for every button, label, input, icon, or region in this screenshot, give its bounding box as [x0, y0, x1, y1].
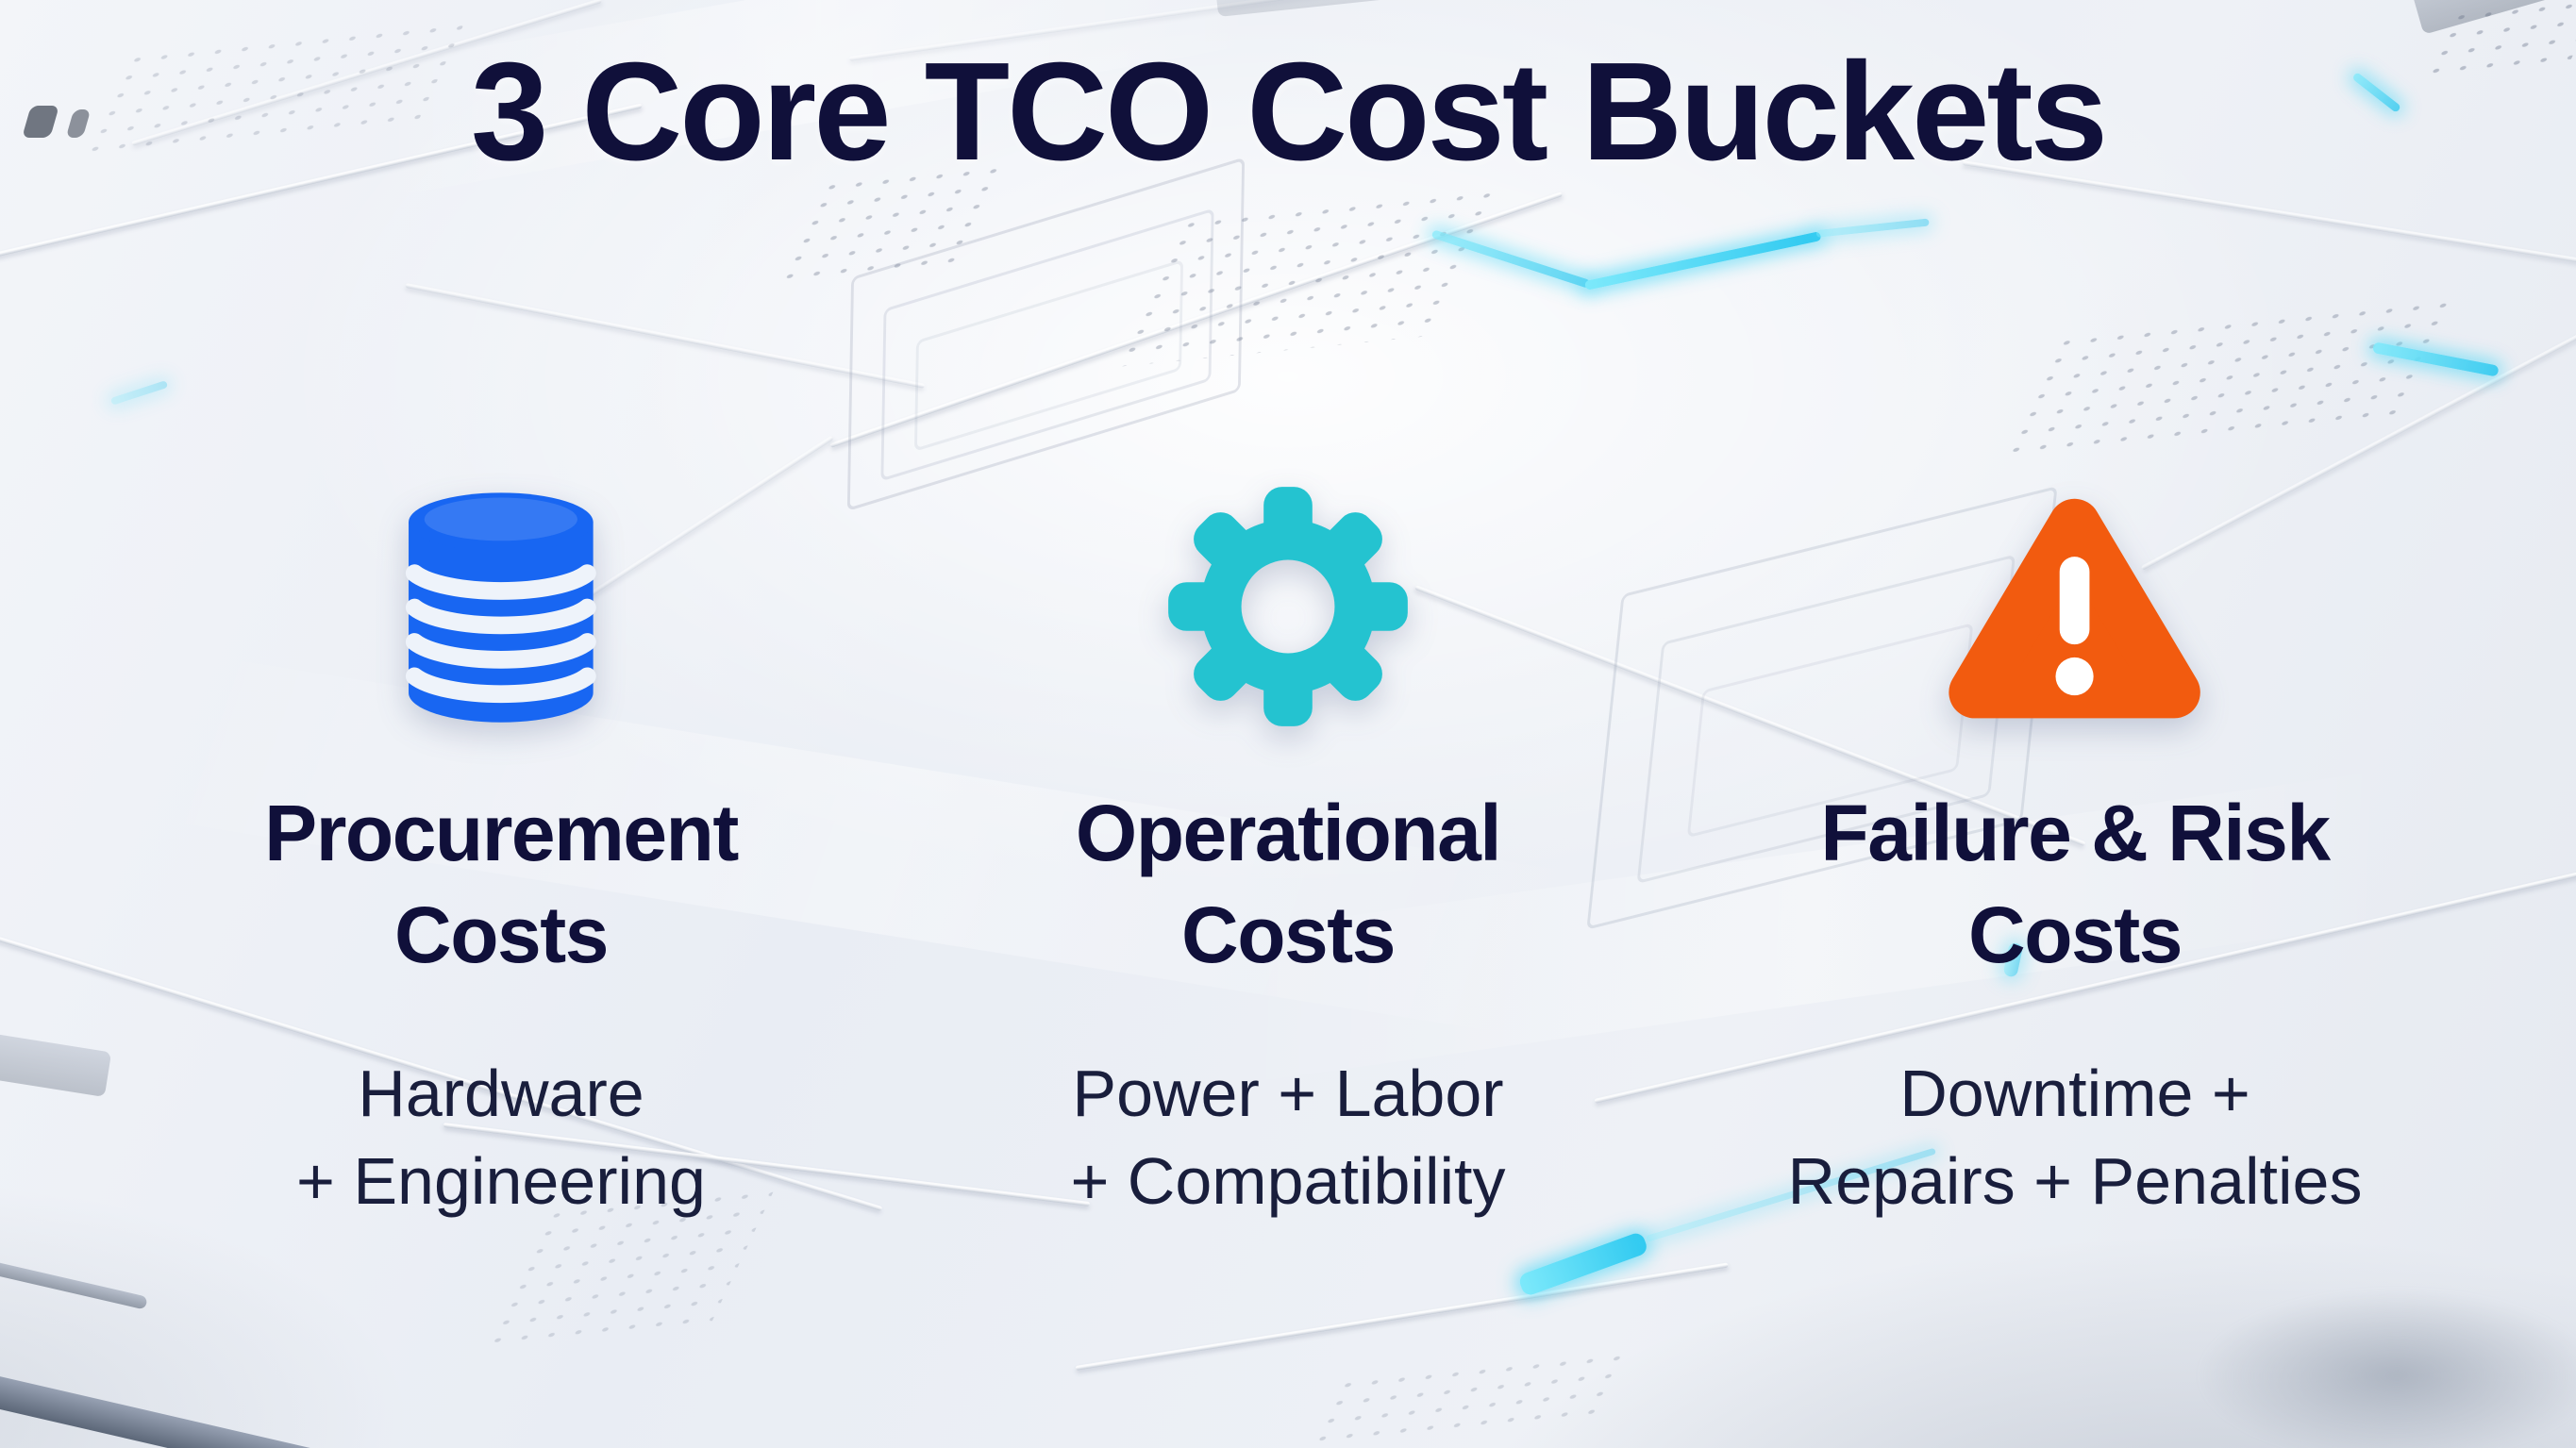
bucket-detail-line: + Engineering — [296, 1144, 706, 1219]
page-title: 3 Core TCO Cost Buckets — [470, 34, 2108, 190]
bucket-title-line: Failure & Risk — [1820, 789, 2331, 877]
glow-accent — [1516, 1230, 1649, 1298]
bucket-detail: Hardware + Engineering — [296, 1050, 706, 1225]
glow-accent — [1815, 218, 1930, 238]
dot-grid-pattern — [1303, 1347, 1638, 1448]
bucket-detail-line: + Compatibility — [1070, 1144, 1506, 1219]
glow-accent — [1583, 231, 1822, 291]
glow-accent — [109, 380, 169, 406]
warning-triangle-icon-svg — [1949, 498, 2201, 718]
dot-grid-pattern — [1999, 295, 2456, 458]
gear-icon — [1166, 476, 1410, 736]
trace-outline — [913, 258, 1184, 452]
glow-accent — [2371, 341, 2500, 377]
dark-bar — [0, 1257, 148, 1310]
glow-accent — [1430, 229, 1591, 289]
cost-buckets: Procurement Costs Hardware + Engineering — [124, 476, 2452, 1225]
bucket-title-line: Costs — [394, 890, 609, 979]
bucket-title-line: Costs — [1968, 890, 2183, 979]
bucket-detail-line: Hardware — [358, 1057, 644, 1131]
bucket-detail: Power + Labor + Compatibility — [1070, 1050, 1505, 1225]
bucket-title: Operational Costs — [1075, 783, 1502, 986]
panel-seam-line — [1075, 1262, 1729, 1371]
dark-bar — [1215, 0, 1407, 17]
shadow-smudge — [2199, 1290, 2576, 1448]
bucket-title-line: Costs — [1181, 890, 1396, 979]
bucket-operational: Operational Costs Power + Labor + Compat… — [911, 476, 1665, 1225]
bucket-detail-line: Downtime + — [1899, 1057, 2250, 1131]
database-icon-svg — [406, 491, 596, 723]
dark-bar — [0, 1366, 361, 1448]
panel-seam-line — [829, 191, 1564, 448]
bucket-title-line: Procurement — [264, 789, 739, 877]
bucket-title: Procurement Costs — [264, 783, 739, 986]
warning-triangle-icon — [1943, 476, 2206, 736]
bucket-detail-line: Repairs + Penalties — [1787, 1144, 2363, 1219]
dark-bar — [0, 1033, 112, 1098]
bucket-procurement: Procurement Costs Hardware + Engineering — [124, 476, 878, 1225]
trace-outline — [846, 157, 1246, 512]
bucket-title-line: Operational — [1075, 789, 1502, 877]
bucket-failure-risk: Failure & Risk Costs Downtime + Repairs … — [1698, 476, 2452, 1225]
trace-outline — [880, 208, 1214, 482]
database-icon — [383, 476, 619, 736]
bucket-title: Failure & Risk Costs — [1820, 783, 2331, 986]
panel-seam-line — [405, 283, 926, 389]
dark-bar — [2407, 0, 2576, 35]
gear-icon-svg — [1168, 486, 1408, 726]
dot-grid-pattern — [1111, 184, 1511, 368]
bucket-detail: Downtime + Repairs + Penalties — [1788, 1050, 2363, 1225]
bucket-detail-line: Power + Labor — [1072, 1057, 1504, 1131]
